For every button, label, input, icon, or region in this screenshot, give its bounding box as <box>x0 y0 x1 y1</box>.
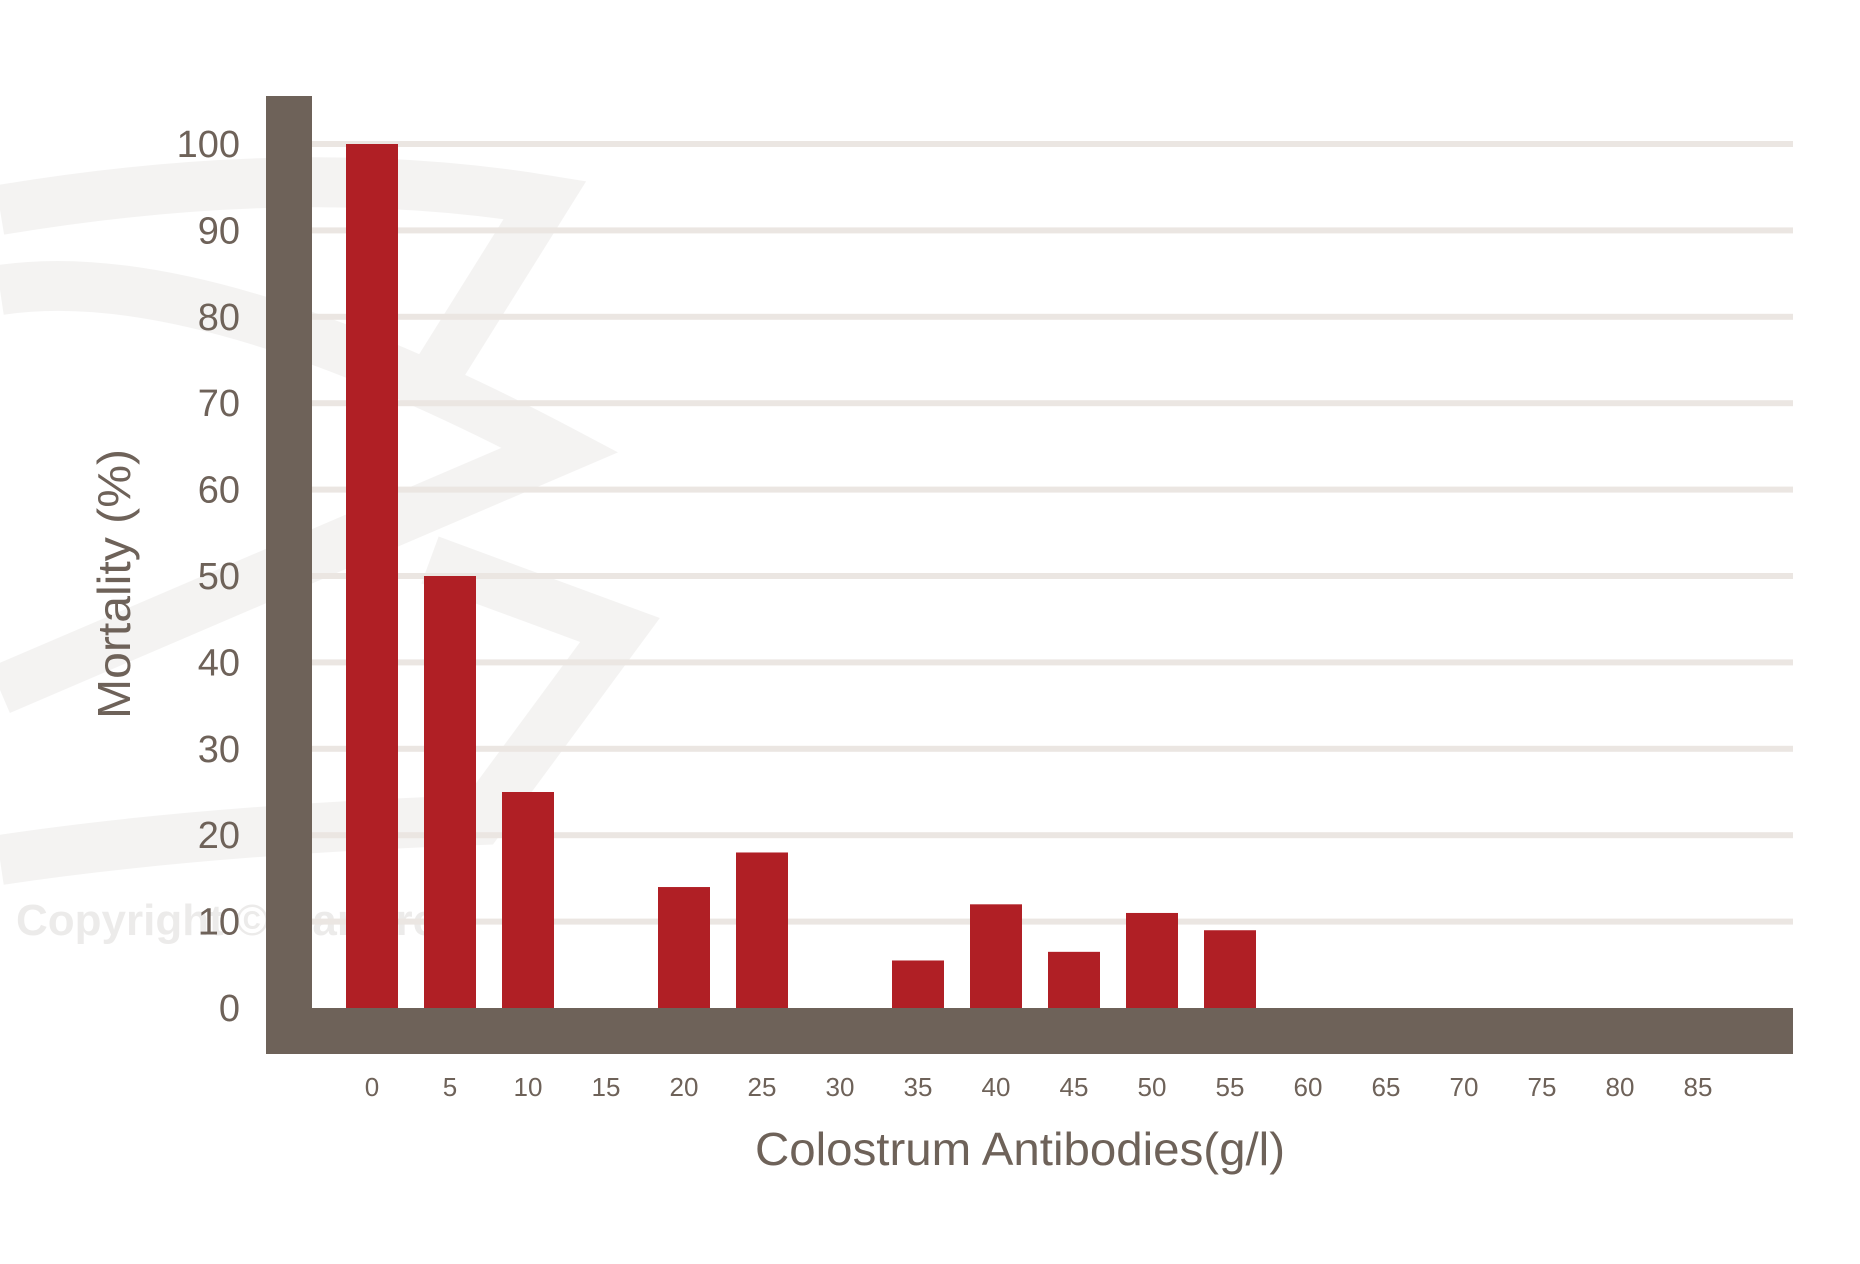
x-tick-label: 20 <box>670 1072 699 1102</box>
gridline <box>312 313 1793 320</box>
x-tick-label: 25 <box>748 1072 777 1102</box>
bar-40 <box>970 904 1022 1008</box>
y-tick-label: 60 <box>198 470 240 512</box>
x-tick-label: 5 <box>443 1072 457 1102</box>
gridline <box>312 227 1793 234</box>
x-tick-label: 80 <box>1606 1072 1635 1102</box>
bar-50 <box>1126 912 1178 1008</box>
bar-55 <box>1204 930 1256 1008</box>
y-tick-label: 20 <box>198 815 240 857</box>
bar-10 <box>502 792 554 1008</box>
y-tick-label: 80 <box>198 297 240 339</box>
x-tick-label: 60 <box>1294 1072 1323 1102</box>
x-tick-label: 0 <box>365 1072 379 1102</box>
bar-20 <box>658 887 710 1008</box>
x-axis-bar <box>266 1008 1793 1054</box>
y-tick-label: 10 <box>198 902 240 944</box>
x-tick-label: 55 <box>1216 1072 1245 1102</box>
x-tick-label: 45 <box>1060 1072 1089 1102</box>
gridline <box>312 400 1793 407</box>
gridlines <box>312 141 1793 925</box>
gridline <box>312 918 1793 925</box>
bar-45 <box>1048 951 1100 1008</box>
y-tick-label: 50 <box>198 556 240 598</box>
y-tick-label: 100 <box>177 124 240 166</box>
x-tick-label: 30 <box>826 1072 855 1102</box>
y-axis-bar <box>266 96 312 1054</box>
x-axis-label: Colostrum Antibodies(g/l) <box>755 1123 1285 1175</box>
y-tick-labels: 0 10 20 30 40 50 60 70 80 90 100 <box>177 124 240 1030</box>
bars <box>346 144 1256 1008</box>
bar-35 <box>892 960 944 1008</box>
x-tick-label: 10 <box>514 1072 543 1102</box>
y-tick-label: 30 <box>198 729 240 771</box>
y-tick-label: 40 <box>198 642 240 684</box>
bar-0 <box>346 144 398 1008</box>
gridline <box>312 745 1793 752</box>
x-tick-label: 40 <box>982 1072 1011 1102</box>
y-tick-label: 0 <box>219 988 240 1030</box>
y-axis-label: Mortality (%) <box>88 449 140 719</box>
gridline <box>312 486 1793 493</box>
x-tick-label: 65 <box>1372 1072 1401 1102</box>
gridline <box>312 832 1793 839</box>
y-tick-label: 70 <box>198 383 240 425</box>
x-tick-label: 70 <box>1450 1072 1479 1102</box>
x-tick-label: 85 <box>1684 1072 1713 1102</box>
gridline <box>312 573 1793 579</box>
x-tick-label: 15 <box>592 1072 621 1102</box>
x-tick-labels: 0 5 10 15 20 25 30 35 40 45 50 55 60 65 70 75 80 85 <box>365 1072 1713 1102</box>
bar-5 <box>424 576 476 1008</box>
y-tick-label: 90 <box>198 210 240 252</box>
gridline <box>312 141 1793 147</box>
x-tick-label: 50 <box>1138 1072 1167 1102</box>
gridline <box>312 659 1793 666</box>
x-tick-label: 75 <box>1528 1072 1557 1102</box>
bar-25 <box>736 852 788 1008</box>
x-tick-label: 35 <box>904 1072 933 1102</box>
